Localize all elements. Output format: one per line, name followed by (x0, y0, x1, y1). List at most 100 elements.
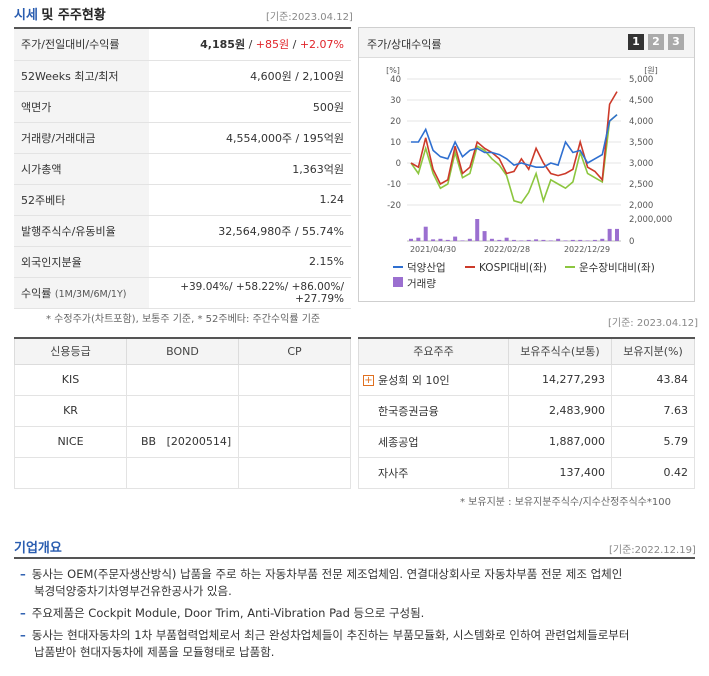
holder-shares: 2,483,900 (508, 394, 612, 427)
volume-bar (526, 239, 531, 241)
holders-header: 보유주식수(보통) (508, 337, 612, 365)
quote-value: 4,554,000주 / 195억원 (149, 122, 351, 154)
holder-name: 세종공업 (358, 425, 509, 458)
quote-label: 52Weeks 최고/최저 (14, 60, 149, 92)
credit-header-row: 신용등급 BOND CP (14, 337, 351, 365)
left-tick-label: -10 (387, 180, 401, 190)
chart-page-3-button[interactable]: 3 (668, 34, 684, 50)
left-tick-label: 20 (390, 117, 401, 127)
volume-bar (615, 228, 619, 241)
quote-value: 1,363억원 (149, 153, 351, 185)
quote-row: 시가총액 1,363억원 (14, 153, 351, 185)
left-tick-label: 40 (390, 75, 401, 85)
returns-sublabel: (1M/3M/6M/1Y) (54, 288, 127, 300)
quote-row-price: 주가/전일대비/수익률 4,185원 / +85원 / +2.07% (14, 29, 351, 61)
holder-shares: 14,277,293 (508, 363, 612, 396)
quote-value: 4,185원 / +85원 / +2.07% (149, 29, 351, 61)
right-axis-unit: [원] (644, 66, 658, 75)
legend-label: 거래량 (407, 278, 436, 290)
left-tick-label: 0 (396, 159, 401, 169)
quote-value: 32,564,980주 / 55.74% (149, 215, 351, 247)
company-item-line: – 주요제품은 Cockpit Module, Door Trim, Anti-V… (20, 605, 690, 622)
company-text: 주요제품은 Cockpit Module, Door Trim, Anti-Vi… (31, 606, 425, 620)
returns-label: 수익률 (1M/3M/6M/1Y) (14, 277, 149, 309)
legend-label: 덕양산업 (407, 261, 446, 274)
volume-bar (460, 240, 465, 241)
holders-footnote: * 보유지분 : 보유지분주식수/지수산정주식수*100 (460, 497, 671, 508)
price-change: +85원 (255, 38, 290, 52)
right-tick-label: 4,000 (629, 117, 653, 127)
holder-pct: 0.42 (611, 456, 695, 489)
credit-bond (126, 456, 239, 489)
holder-pct: 43.84 (611, 363, 695, 396)
holder-pct: 5.79 (611, 425, 695, 458)
volume-bar (607, 228, 612, 241)
right-tick-label: 4,500 (629, 96, 653, 106)
volume-bar (534, 239, 539, 241)
volume-bar (519, 240, 524, 241)
quote-value: 4,600원 / 2,100원 (149, 60, 351, 92)
quote-label: 시가총액 (14, 153, 149, 185)
credit-cp (238, 425, 351, 458)
company-item: – 동사는 OEM(주문자생산방식) 납품을 주로 하는 자동차부품 전문 제조업… (20, 566, 690, 600)
quote-footnote: * 수정주가(차트포함), 보통주 기준, * 52주베타: 주간수익률 기준 (46, 314, 321, 325)
quote-row: 거래량/거래대금 4,554,000주 / 195억원 (14, 122, 351, 154)
legend-label: KOSPI대비(좌) (479, 262, 547, 274)
credit-header: CP (238, 337, 351, 365)
volume-tick-label: 0 (629, 237, 634, 247)
volume-bar (497, 239, 502, 241)
company-date: [기준:2022.12.19] (609, 545, 696, 556)
holder-shares: 137,400 (508, 456, 612, 489)
company-title: 기업개요 (14, 541, 62, 556)
quote-label: 거래량/거래대금 (14, 122, 149, 154)
quote-row: 액면가 500원 (14, 91, 351, 123)
credit-agency: KR (14, 394, 127, 427)
x-tick-label: 2021/04/30 (410, 245, 456, 254)
company-item-line: – 동사는 OEM(주문자생산방식) 납품을 주로 하는 자동차부품 전문 제조업… (20, 566, 690, 583)
volume-bar (431, 239, 436, 241)
volume-bar (512, 239, 516, 241)
volume-bar (563, 240, 568, 241)
chart-canvas: [%] [원] -20 -10 0 10 20 30 40 2,000 2,500 3,000 3,50… (386, 66, 672, 290)
credit-bond: BB [20200514] (126, 425, 239, 458)
quote-value: 2.15% (149, 246, 351, 278)
dash-icon: – (20, 628, 26, 642)
volume-bar (600, 238, 605, 241)
company-item: – 동사는 현대자동차의 1차 부품협력업체로서 최근 완성차업체들이 추진하는 … (20, 627, 690, 661)
holder-shares: 1,887,000 (508, 425, 612, 458)
credit-agency: NICE (14, 425, 127, 458)
quote-row: 52Weeks 최고/최저 4,600원 / 2,100원 (14, 60, 351, 92)
left-axis-unit: [%] (386, 66, 400, 75)
quote-date: [기준:2023.04.12] (266, 12, 353, 23)
volume-bar (445, 239, 450, 241)
quote-label: 액면가 (14, 91, 149, 123)
x-tick-label: 2022/12/29 (564, 245, 610, 254)
credit-header: 신용등급 (14, 337, 127, 365)
chart-page-1-button[interactable]: 1 (628, 34, 644, 50)
credit-bond (126, 363, 239, 396)
credit-row (14, 456, 351, 489)
credit-agency (14, 456, 127, 489)
x-tick-label: 2022/02/28 (484, 245, 530, 254)
volume-bar (585, 240, 590, 241)
credit-bond (126, 394, 239, 427)
company-divider (14, 557, 695, 559)
sep: / (245, 38, 256, 52)
volume-bar (482, 231, 487, 241)
chart-page-2-button[interactable]: 2 (648, 34, 664, 50)
holder-name: 한국증권금융 (358, 394, 509, 427)
right-tick-label: 5,000 (629, 75, 653, 85)
section-title-quote: 시세 및 주주현황 (14, 4, 106, 23)
holders-header: 보유지분(%) (611, 337, 695, 365)
quote-value: 1.24 (149, 184, 351, 216)
company-text: 동사는 OEM(주문자생산방식) 납품을 주로 하는 자동차부품 전문 제조업체… (31, 567, 623, 581)
series-line (411, 114, 618, 168)
holders-row: 세종공업 1,887,000 5.79 (358, 425, 695, 458)
holder-name-cell: + 윤성희 외 10인 (358, 363, 509, 396)
expand-plus-icon[interactable]: + (363, 375, 374, 386)
quote-row: 외국인지분율 2.15% (14, 246, 351, 278)
volume-bar (556, 238, 561, 241)
company-list: – 동사는 OEM(주문자생산방식) 납품을 주로 하는 자동차부품 전문 제조업… (20, 566, 690, 661)
